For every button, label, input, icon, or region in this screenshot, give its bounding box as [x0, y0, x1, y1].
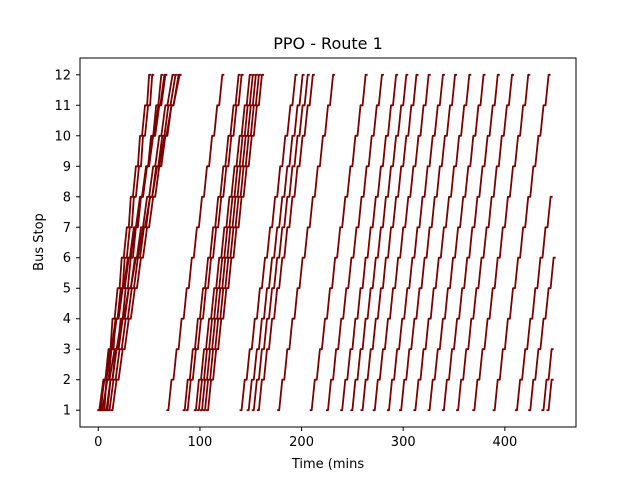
bus-trip-line-8 — [97, 73, 167, 412]
bus-trip-line-36 — [492, 73, 551, 412]
y-tick-label: 12 — [54, 68, 71, 83]
bus-trip-line-17 — [206, 73, 264, 412]
bus-trip-line-24 — [326, 73, 384, 412]
y-tick-label: 4 — [63, 312, 71, 327]
y-tick-label: 3 — [63, 343, 71, 358]
bus-trip-line-11 — [182, 73, 241, 412]
x-axis: 0 100 200 300 400 — [94, 427, 517, 450]
bus-trip-line-22 — [277, 73, 336, 412]
bus-trip-line-35 — [472, 73, 531, 412]
y-axis-label: Bus Stop — [32, 213, 47, 271]
bus-trip-line-12 — [185, 73, 244, 412]
y-tick-label: 7 — [63, 221, 71, 236]
y-tick-label: 9 — [63, 160, 71, 175]
bus-trip-line-29 — [387, 73, 445, 412]
bus-trip-line-23 — [309, 73, 368, 412]
x-tick-label: 100 — [188, 435, 213, 450]
bus-trip-line-31 — [413, 73, 472, 412]
bus-trip-line-4 — [98, 73, 168, 412]
bus-trip-line-25 — [340, 73, 399, 412]
bus-trip-line-2 — [102, 73, 155, 412]
bus-trip-line-18 — [239, 73, 298, 412]
x-tick-label: 0 — [94, 435, 102, 450]
y-tick-label: 10 — [54, 129, 71, 144]
bus-trip-line-38 — [528, 256, 556, 412]
x-tick-label: 400 — [492, 435, 517, 450]
y-tick-label: 11 — [54, 99, 71, 114]
y-tick-label: 2 — [63, 373, 71, 388]
y-tick-label: 6 — [63, 251, 71, 266]
bus-trip-line-1 — [99, 73, 152, 412]
bus-trip-line-13 — [193, 73, 252, 412]
bus-trip-line-20 — [251, 73, 310, 412]
bus-trip-line-37 — [515, 195, 553, 412]
bus-trip-line-40 — [546, 378, 554, 412]
y-tick-label: 5 — [63, 282, 71, 297]
x-axis-label: Time (mins — [291, 457, 365, 472]
bus-trip-line-19 — [246, 73, 305, 412]
plot-frame — [79, 57, 577, 428]
x-tick-label: 300 — [391, 435, 416, 450]
bus-trip-line-30 — [399, 73, 458, 412]
bus-trip-line-6 — [107, 73, 178, 412]
bus-trip-line-3 — [105, 73, 164, 412]
bus-trip-line-28 — [372, 73, 431, 412]
chart-title: PPO - Route 1 — [273, 34, 383, 53]
bus-trip-line-16 — [203, 73, 261, 412]
bus-trip-line-27 — [360, 73, 419, 412]
bus-trip-line-9 — [100, 73, 182, 412]
y-tick-label: 8 — [63, 190, 71, 205]
bus-trip-line-21 — [256, 73, 315, 412]
bus-trip-line-34 — [456, 73, 514, 412]
bus-trip-line-32 — [427, 73, 486, 412]
bus-trip-line-14 — [196, 73, 255, 412]
bus-trip-line-15 — [199, 73, 258, 412]
bus-trip-line-33 — [441, 73, 500, 412]
bus-trip-line-10 — [166, 73, 225, 412]
plot-area — [97, 73, 556, 412]
y-tick-label: 1 — [63, 404, 71, 419]
bus-trip-line-26 — [350, 73, 409, 412]
bus-trip-line-5 — [104, 73, 175, 412]
x-tick-label: 200 — [289, 435, 314, 450]
bus-trip-line-39 — [541, 348, 554, 412]
